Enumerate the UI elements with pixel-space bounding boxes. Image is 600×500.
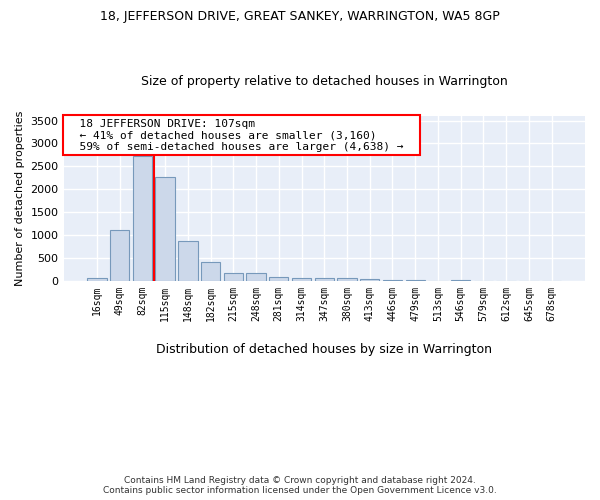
Text: Distribution of detached houses by size in Warrington: Distribution of detached houses by size … xyxy=(156,344,492,356)
Text: 18, JEFFERSON DRIVE, GREAT SANKEY, WARRINGTON, WA5 8GP: 18, JEFFERSON DRIVE, GREAT SANKEY, WARRI… xyxy=(100,10,500,23)
Bar xyxy=(201,262,220,280)
Bar xyxy=(314,278,334,280)
Text: 18 JEFFERSON DRIVE: 107sqm
  ← 41% of detached houses are smaller (3,160)
  59% : 18 JEFFERSON DRIVE: 107sqm ← 41% of deta… xyxy=(66,118,417,152)
Bar xyxy=(110,230,130,280)
Bar xyxy=(155,177,175,281)
Bar xyxy=(224,273,243,280)
Bar xyxy=(178,241,197,281)
Title: Size of property relative to detached houses in Warrington: Size of property relative to detached ho… xyxy=(141,76,508,88)
Bar xyxy=(247,273,266,280)
Bar xyxy=(269,276,289,280)
Bar xyxy=(337,278,356,280)
Bar xyxy=(133,156,152,280)
Y-axis label: Number of detached properties: Number of detached properties xyxy=(15,110,25,286)
Bar xyxy=(87,278,107,280)
Text: Contains HM Land Registry data © Crown copyright and database right 2024.
Contai: Contains HM Land Registry data © Crown c… xyxy=(103,476,497,495)
Bar xyxy=(292,278,311,280)
